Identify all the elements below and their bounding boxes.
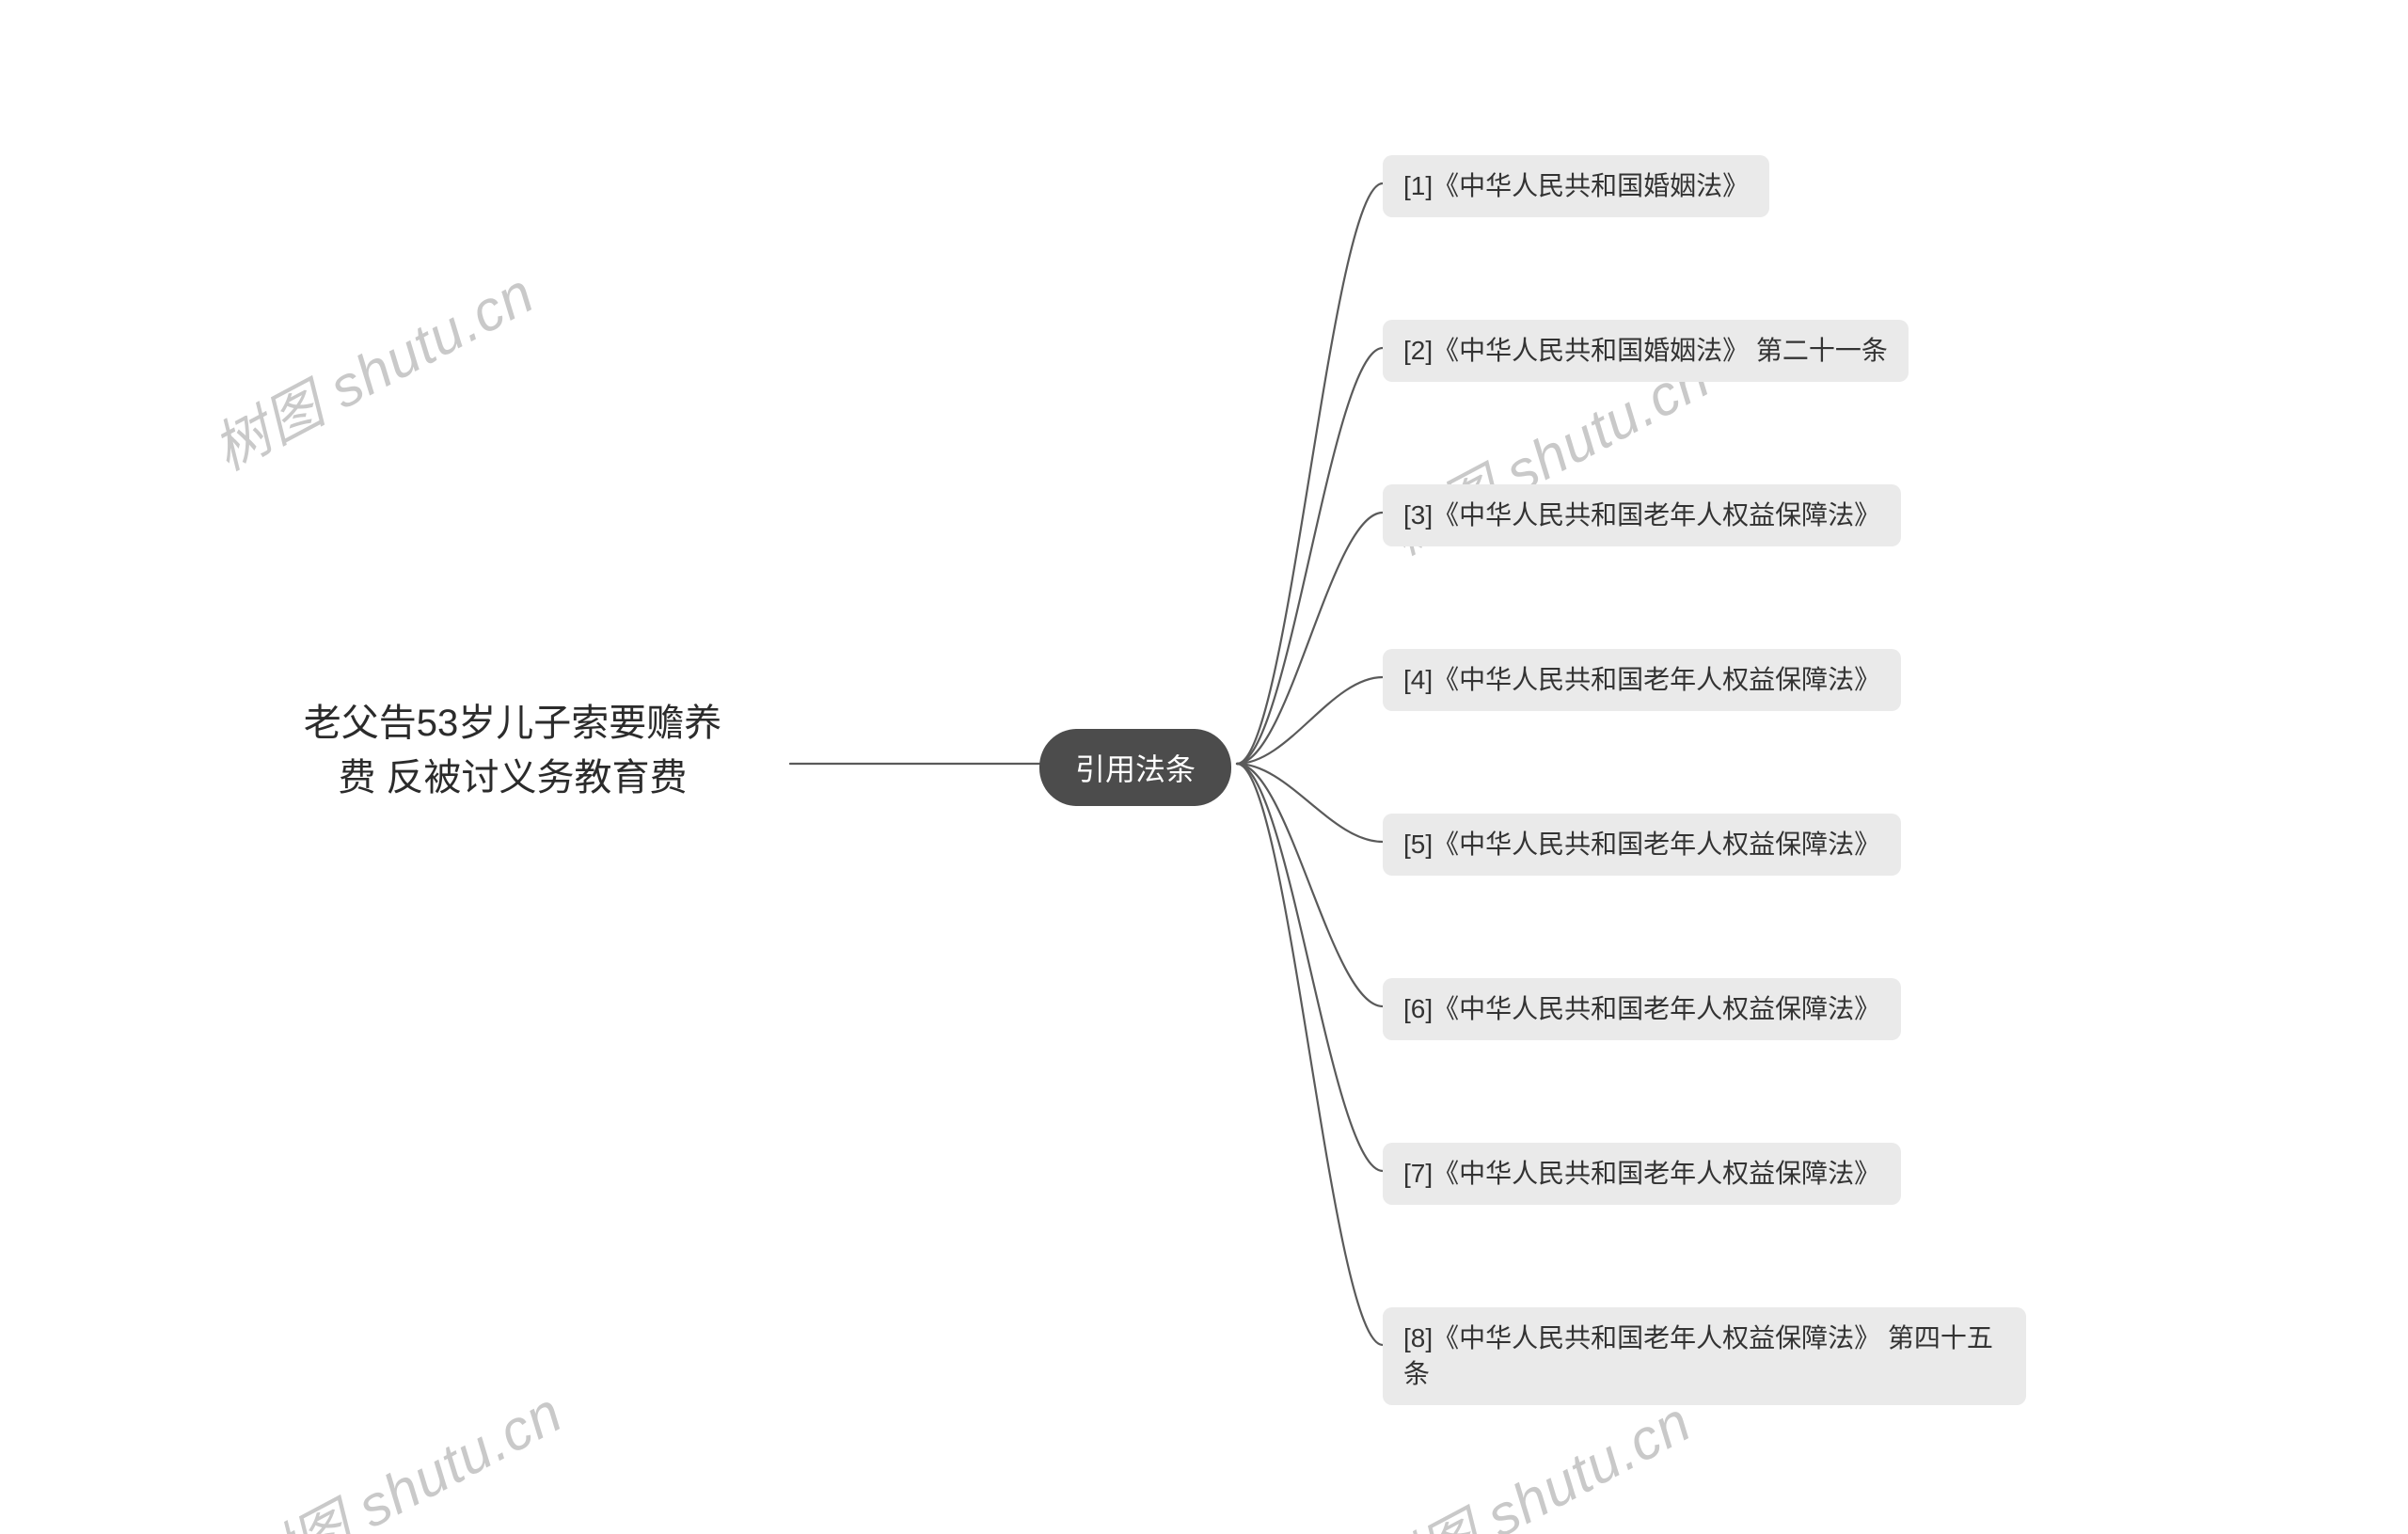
leaf-node-3[interactable]: [3]《中华人民共和国老年人权益保障法》 — [1383, 484, 1901, 546]
leaf-node-4[interactable]: [4]《中华人民共和国老年人权益保障法》 — [1383, 649, 1901, 711]
mid-node[interactable]: 引用法条 — [1039, 729, 1231, 806]
mindmap-canvas: 树图 shutu.cn 树图 shutu.cn 树图 shutu.cn 树图 s… — [0, 0, 2408, 1534]
leaf-label: [5]《中华人民共和国老年人权益保障法》 — [1403, 830, 1880, 859]
root-node[interactable]: 老父告53岁儿子索要赡养 费 反被讨义务教育费 — [249, 696, 776, 805]
leaf-node-2[interactable]: [2]《中华人民共和国婚姻法》 第二十一条 — [1383, 320, 1909, 382]
leaf-label: [4]《中华人民共和国老年人权益保障法》 — [1403, 665, 1880, 694]
leaf-node-7[interactable]: [7]《中华人民共和国老年人权益保障法》 — [1383, 1143, 1901, 1205]
leaf-node-6[interactable]: [6]《中华人民共和国老年人权益保障法》 — [1383, 978, 1901, 1040]
leaf-label: [8]《中华人民共和国老年人权益保障法》 第四十五条 — [1403, 1323, 1993, 1388]
leaf-node-1[interactable]: [1]《中华人民共和国婚姻法》 — [1383, 155, 1769, 217]
leaf-label: [7]《中华人民共和国老年人权益保障法》 — [1403, 1159, 1880, 1188]
mid-label: 引用法条 — [1075, 752, 1196, 786]
root-line2: 费 反被讨义务教育费 — [338, 757, 687, 799]
watermark: 树图 shutu.cn — [225, 1368, 575, 1534]
leaf-label: [1]《中华人民共和国婚姻法》 — [1403, 171, 1749, 200]
leaf-label: [6]《中华人民共和国老年人权益保障法》 — [1403, 994, 1880, 1023]
leaf-node-8[interactable]: [8]《中华人民共和国老年人权益保障法》 第四十五条 — [1383, 1307, 2026, 1405]
watermark: 树图 shutu.cn — [197, 248, 547, 486]
leaf-node-5[interactable]: [5]《中华人民共和国老年人权益保障法》 — [1383, 814, 1901, 876]
leaf-label: [3]《中华人民共和国老年人权益保障法》 — [1403, 500, 1880, 530]
root-line1: 老父告53岁儿子索要赡养 — [304, 703, 722, 744]
leaf-label: [2]《中华人民共和国婚姻法》 第二十一条 — [1403, 336, 1888, 365]
